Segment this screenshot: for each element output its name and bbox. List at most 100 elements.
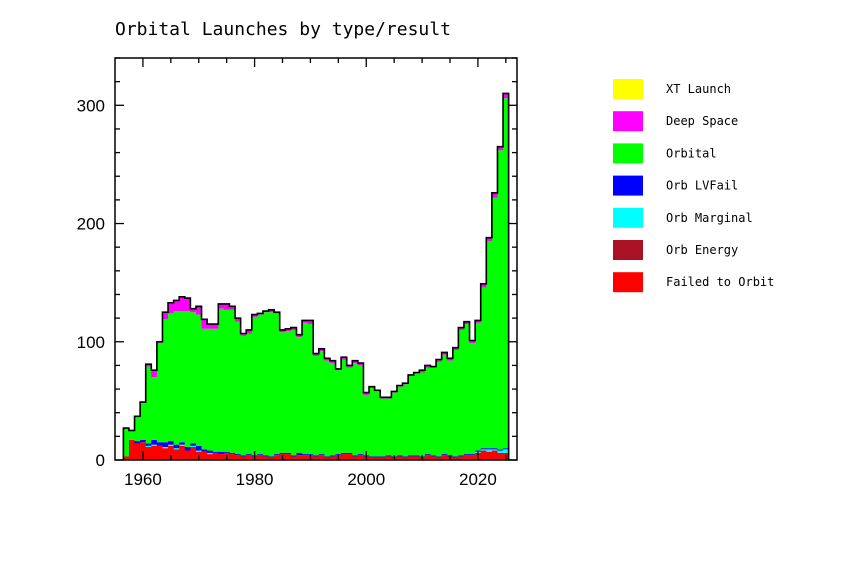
bar-orbital-1960 bbox=[140, 403, 147, 440]
bar-orbital-2025 bbox=[503, 98, 510, 449]
bar-orb-lvfail-1961 bbox=[145, 443, 152, 446]
x-tick-label-1960: 1960 bbox=[124, 470, 162, 489]
bar-deep-space-2022 bbox=[486, 237, 493, 242]
bar-orb-lvfail-2004 bbox=[385, 455, 392, 457]
bar-orbital-1974 bbox=[218, 308, 225, 452]
bar-failed-to-orbit-2003 bbox=[380, 457, 387, 460]
bar-failed-to-orbit-2021 bbox=[480, 450, 487, 460]
bar-failed-to-orbit-1991 bbox=[313, 456, 320, 460]
bar-deep-space-1980 bbox=[251, 314, 258, 317]
bar-orb-lvfail-2003 bbox=[380, 456, 387, 458]
bar-failed-to-orbit-1974 bbox=[218, 454, 225, 460]
bar-deep-space-1968 bbox=[184, 298, 191, 312]
bar-failed-to-orbit-1972 bbox=[207, 454, 214, 460]
bar-orbital-1991 bbox=[313, 355, 320, 456]
bar-deep-space-2024 bbox=[497, 146, 504, 151]
bar-orb-lvfail-1999 bbox=[357, 454, 364, 456]
bar-failed-to-orbit-1998 bbox=[352, 456, 359, 460]
legend-label-orbital: Orbital bbox=[666, 146, 717, 160]
bar-orb-lvfail-2012 bbox=[430, 455, 437, 457]
bar-orbital-1987 bbox=[290, 329, 297, 456]
bar-orb-lvfail-2001 bbox=[369, 456, 376, 458]
bar-orbital-1994 bbox=[329, 363, 336, 456]
bar-orb-lvfail-1984 bbox=[274, 454, 281, 456]
bar-failed-to-orbit-1966 bbox=[173, 449, 180, 460]
bar-orb-lvfail-2007 bbox=[402, 456, 409, 458]
bar-orbital-2008 bbox=[408, 376, 415, 456]
axes-group: 1960 1980 2000 2020 0 100 200 300 bbox=[77, 57, 518, 489]
bar-deep-space-1996 bbox=[341, 357, 348, 360]
bar-deep-space-1989 bbox=[302, 320, 309, 323]
bar-orbital-1965 bbox=[168, 313, 175, 442]
bar-orbital-1986 bbox=[285, 331, 292, 453]
bar-orb-lvfail-1974 bbox=[218, 451, 225, 455]
bar-orb-lvfail-1963 bbox=[156, 442, 163, 446]
bar-orb-lvfail-2016 bbox=[452, 456, 459, 458]
y-tick-label-0: 0 bbox=[96, 451, 105, 470]
bar-orbital-1961 bbox=[145, 366, 152, 444]
bar-failed-to-orbit-1968 bbox=[184, 450, 191, 460]
bar-failed-to-orbit-1978 bbox=[240, 456, 247, 460]
bar-orbital-1995 bbox=[335, 370, 342, 455]
bar-failed-to-orbit-2014 bbox=[441, 455, 448, 460]
bar-orbital-1980 bbox=[251, 316, 258, 456]
bar-orbital-2007 bbox=[402, 384, 409, 457]
bar-deep-space-1997 bbox=[346, 365, 353, 368]
plot-frame bbox=[114, 57, 518, 461]
bar-orbital-2016 bbox=[452, 350, 459, 457]
bar-orbital-1977 bbox=[235, 321, 242, 455]
bar-orbital-1988 bbox=[296, 337, 303, 453]
bar-orbital-2004 bbox=[385, 398, 392, 456]
bar-deep-space-1973 bbox=[212, 324, 219, 329]
bar-failed-to-orbit-1993 bbox=[324, 457, 331, 460]
bar-orb-lvfail-1969 bbox=[190, 443, 197, 446]
bar-deep-space-1979 bbox=[246, 329, 253, 334]
bar-orbital-1958 bbox=[128, 431, 135, 440]
bar-orb-lvfail-1994 bbox=[329, 455, 336, 457]
bar-deep-space-1975 bbox=[223, 303, 230, 310]
bar-failed-to-orbit-2023 bbox=[491, 450, 498, 460]
bar-failed-to-orbit-1965 bbox=[168, 445, 175, 460]
bar-orb-lvfail-1982 bbox=[262, 455, 269, 457]
bar-deep-space-1999 bbox=[357, 363, 364, 366]
bar-orb-lvfail-1965 bbox=[168, 441, 175, 445]
legend-swatch-orb-marginal bbox=[613, 207, 643, 228]
bar-deep-space-1974 bbox=[218, 303, 225, 309]
bar-orb-lvfail-1995 bbox=[335, 454, 342, 456]
bar-orbital-1966 bbox=[173, 311, 180, 445]
bar-orb-marginal-1965 bbox=[168, 444, 175, 446]
bar-deep-space-1987 bbox=[290, 327, 297, 330]
bar-deep-space-2017 bbox=[458, 327, 465, 330]
bar-failed-to-orbit-1992 bbox=[318, 455, 325, 460]
bar-failed-to-orbit-2017 bbox=[458, 456, 465, 460]
bar-failed-to-orbit-2001 bbox=[369, 457, 376, 460]
bar-orb-lvfail-1988 bbox=[296, 452, 303, 456]
bar-deep-space-1991 bbox=[313, 353, 320, 356]
bar-deep-space-2016 bbox=[452, 347, 459, 351]
bar-orbital-1957 bbox=[123, 428, 130, 457]
bar-orbital-1979 bbox=[246, 333, 253, 455]
bar-orb-marginal-1962 bbox=[151, 444, 158, 446]
bar-orbital-2017 bbox=[458, 329, 465, 456]
bar-orbital-1976 bbox=[229, 309, 236, 453]
bar-failed-to-orbit-1964 bbox=[162, 448, 169, 460]
bar-orb-lvfail-1972 bbox=[207, 450, 214, 453]
bar-orb-marginal-1961 bbox=[145, 445, 152, 447]
bar-orbital-1959 bbox=[134, 417, 141, 442]
bar-failed-to-orbit-1988 bbox=[296, 455, 303, 460]
legend-swatch-orb-lvfail bbox=[613, 175, 643, 196]
bar-orb-marginal-2025 bbox=[503, 449, 510, 453]
bar-failed-to-orbit-2018 bbox=[463, 455, 470, 460]
bar-failed-to-orbit-1979 bbox=[246, 455, 253, 460]
legend-swatch-deep-space bbox=[613, 111, 643, 132]
bar-orbital-1967 bbox=[179, 311, 186, 443]
bar-orbital-2003 bbox=[380, 398, 387, 457]
bar-failed-to-orbit-2022 bbox=[486, 451, 493, 460]
bar-orb-lvfail-2024 bbox=[497, 449, 504, 451]
bar-failed-to-orbit-2012 bbox=[430, 456, 437, 460]
bar-deep-space-2014 bbox=[441, 352, 448, 355]
bar-orbital-2000 bbox=[363, 394, 370, 456]
bar-deep-space-1998 bbox=[352, 360, 359, 364]
bar-orbital-2001 bbox=[369, 387, 376, 457]
bar-failed-to-orbit-1983 bbox=[268, 457, 275, 460]
